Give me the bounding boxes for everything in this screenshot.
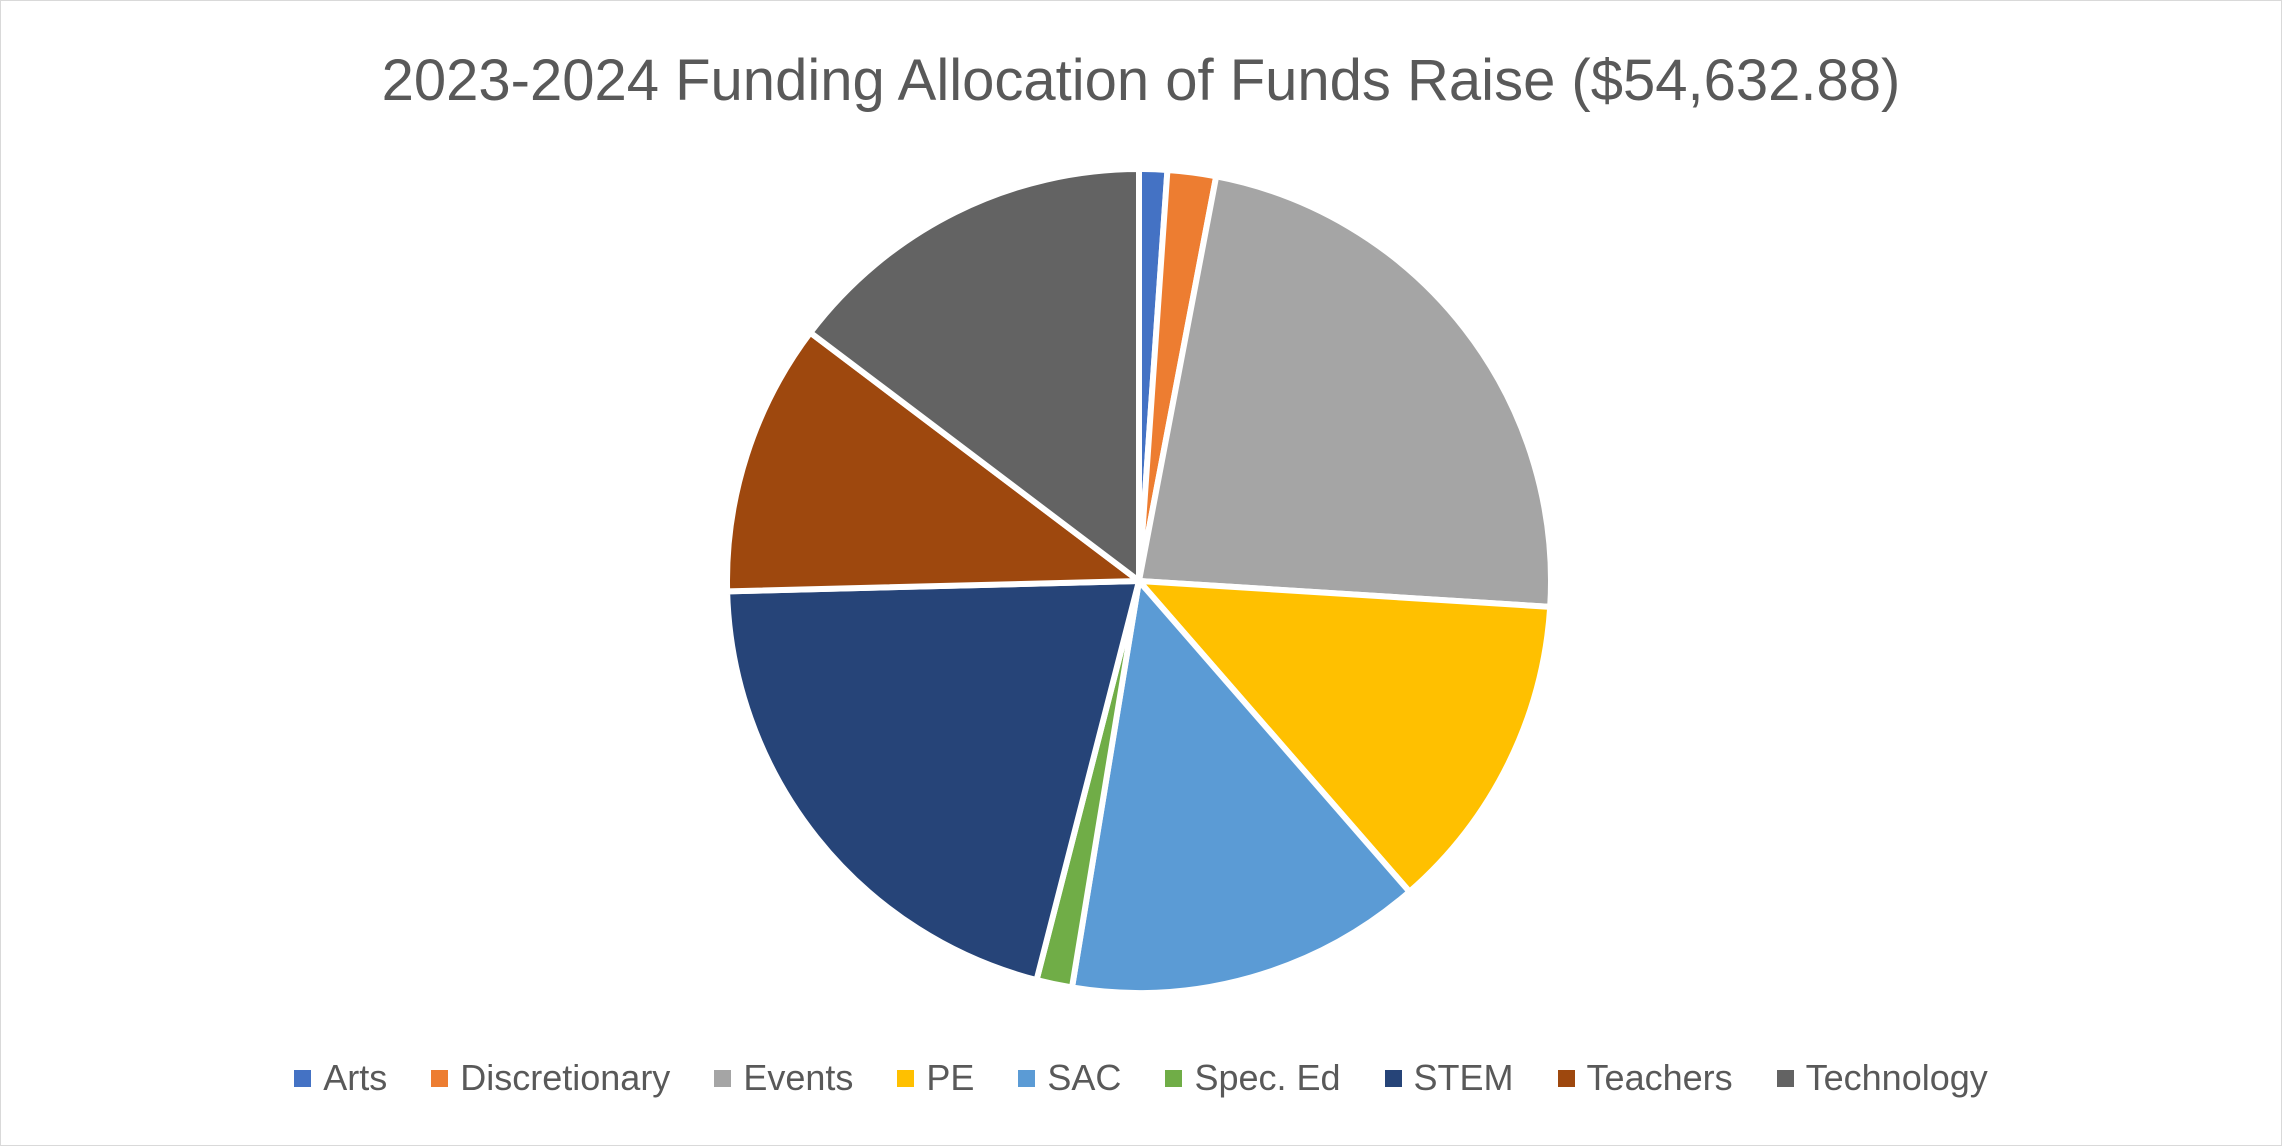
legend-swatch-discretionary <box>431 1069 449 1087</box>
legend-item-discretionary: Discretionary <box>431 1053 670 1103</box>
legend-swatch-teachers <box>1557 1069 1575 1087</box>
chart-title: 2023-2024 Funding Allocation of Funds Ra… <box>381 48 1901 113</box>
chart-legend: Arts Discretionary Events PE SAC Spec. Ed STEM… <box>1 1053 2281 1103</box>
legend-item-technology: Technology <box>1776 1053 1988 1103</box>
legend-swatch-events <box>714 1069 732 1087</box>
legend-item-pe: PE <box>897 1053 974 1103</box>
legend-label: SAC <box>1047 1057 1122 1098</box>
pie-slice-events <box>1136 173 1554 610</box>
legend-item-teachers: Teachers <box>1557 1053 1733 1103</box>
legend-item-spec-ed: Spec. Ed <box>1165 1053 1341 1103</box>
legend-swatch-sac <box>1018 1069 1036 1087</box>
legend-item-sac: SAC <box>1018 1053 1121 1103</box>
pie-slice-teachers <box>724 329 1142 595</box>
pie-slice-sac <box>1068 578 1413 996</box>
legend-item-stem: STEM <box>1384 1053 1514 1103</box>
pie-slice-stem <box>724 578 1142 984</box>
legend-label: Arts <box>323 1057 388 1098</box>
legend-swatch-spec-ed <box>1165 1069 1183 1087</box>
legend-label: Spec. Ed <box>1194 1057 1341 1098</box>
legend-swatch-pe <box>897 1069 915 1087</box>
legend-swatch-technology <box>1776 1069 1794 1087</box>
legend-label: Events <box>743 1057 854 1098</box>
legend-item-events: Events <box>714 1053 853 1103</box>
legend-label: Teachers <box>1586 1057 1733 1098</box>
legend-label: Technology <box>1805 1057 1988 1098</box>
legend-label: STEM <box>1413 1057 1514 1098</box>
legend-label: PE <box>926 1057 975 1098</box>
legend-swatch-stem <box>1384 1069 1402 1087</box>
pie-slice-technology <box>807 166 1142 584</box>
legend-swatch-arts <box>294 1069 312 1087</box>
legend-label: Discretionary <box>460 1057 671 1098</box>
legend-item-arts: Arts <box>294 1053 387 1103</box>
pie-slice-pe <box>1136 578 1554 895</box>
